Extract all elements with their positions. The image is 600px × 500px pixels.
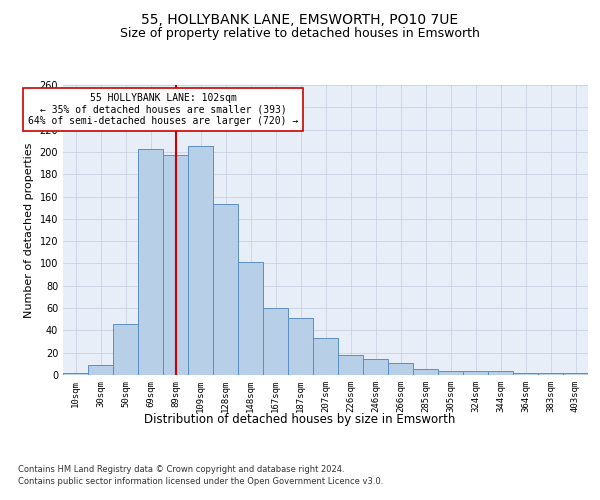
Bar bbox=[563, 373, 588, 375]
Text: Size of property relative to detached houses in Emsworth: Size of property relative to detached ho… bbox=[120, 28, 480, 40]
Text: Distribution of detached houses by size in Emsworth: Distribution of detached houses by size … bbox=[145, 412, 455, 426]
Bar bbox=[513, 373, 538, 375]
Bar bbox=[413, 370, 438, 375]
Bar bbox=[388, 362, 413, 375]
Text: 55, HOLLYBANK LANE, EMSWORTH, PO10 7UE: 55, HOLLYBANK LANE, EMSWORTH, PO10 7UE bbox=[142, 12, 458, 26]
Bar bbox=[88, 365, 113, 375]
Bar bbox=[338, 355, 363, 375]
Bar bbox=[138, 148, 163, 375]
Bar bbox=[238, 262, 263, 375]
Bar bbox=[163, 156, 188, 375]
Text: Contains public sector information licensed under the Open Government Licence v3: Contains public sector information licen… bbox=[18, 478, 383, 486]
Text: 55 HOLLYBANK LANE: 102sqm
← 35% of detached houses are smaller (393)
64% of semi: 55 HOLLYBANK LANE: 102sqm ← 35% of detac… bbox=[28, 93, 298, 126]
Bar bbox=[113, 324, 138, 375]
Bar bbox=[63, 373, 88, 375]
Y-axis label: Number of detached properties: Number of detached properties bbox=[24, 142, 34, 318]
Bar bbox=[288, 318, 313, 375]
Text: Contains HM Land Registry data © Crown copyright and database right 2024.: Contains HM Land Registry data © Crown c… bbox=[18, 465, 344, 474]
Bar bbox=[488, 370, 513, 375]
Bar bbox=[188, 146, 213, 375]
Bar bbox=[263, 308, 288, 375]
Bar bbox=[213, 204, 238, 375]
Bar bbox=[538, 373, 563, 375]
Bar bbox=[463, 370, 488, 375]
Bar bbox=[363, 360, 388, 375]
Bar bbox=[313, 338, 338, 375]
Bar bbox=[438, 370, 463, 375]
